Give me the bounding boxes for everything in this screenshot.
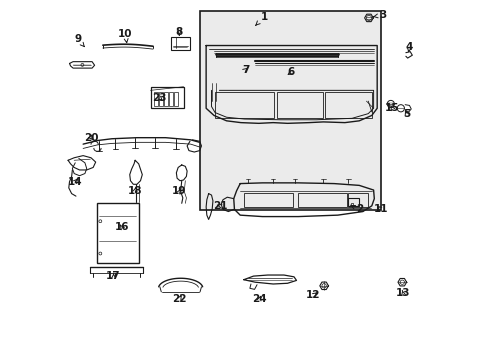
Bar	[276, 93, 323, 118]
Text: 13: 13	[395, 288, 409, 298]
Bar	[325, 93, 371, 118]
Text: 12: 12	[305, 291, 320, 301]
Text: 2: 2	[349, 204, 362, 215]
Bar	[97, 203, 139, 263]
Text: 10: 10	[118, 29, 132, 42]
Text: 16: 16	[114, 222, 129, 232]
Text: 5: 5	[402, 109, 409, 119]
Text: 3: 3	[373, 10, 386, 20]
Text: 17: 17	[106, 271, 121, 281]
Bar	[164, 92, 168, 106]
Text: 6: 6	[287, 67, 294, 77]
Bar	[154, 92, 158, 106]
Text: 20: 20	[83, 133, 98, 143]
Bar	[171, 37, 189, 50]
Text: 21: 21	[212, 201, 227, 211]
Text: 22: 22	[172, 294, 186, 304]
Text: 14: 14	[68, 177, 82, 187]
Bar	[150, 87, 183, 108]
Bar	[199, 12, 380, 211]
Text: 1: 1	[255, 12, 267, 25]
Text: 11: 11	[373, 204, 388, 215]
Text: 9: 9	[74, 34, 84, 47]
Text: 18: 18	[128, 186, 142, 197]
Bar	[159, 92, 163, 106]
Text: 19: 19	[172, 186, 186, 197]
Text: 15: 15	[384, 103, 399, 113]
Bar	[348, 198, 359, 206]
Text: 23: 23	[152, 93, 166, 103]
Bar	[174, 92, 178, 106]
Bar	[348, 193, 367, 207]
Text: 24: 24	[252, 294, 266, 304]
Text: 8: 8	[175, 27, 183, 37]
Bar	[215, 93, 274, 118]
Bar	[297, 193, 346, 207]
Text: 7: 7	[242, 64, 249, 75]
Text: 4: 4	[405, 42, 412, 52]
Bar	[169, 92, 173, 106]
Bar	[244, 193, 293, 207]
